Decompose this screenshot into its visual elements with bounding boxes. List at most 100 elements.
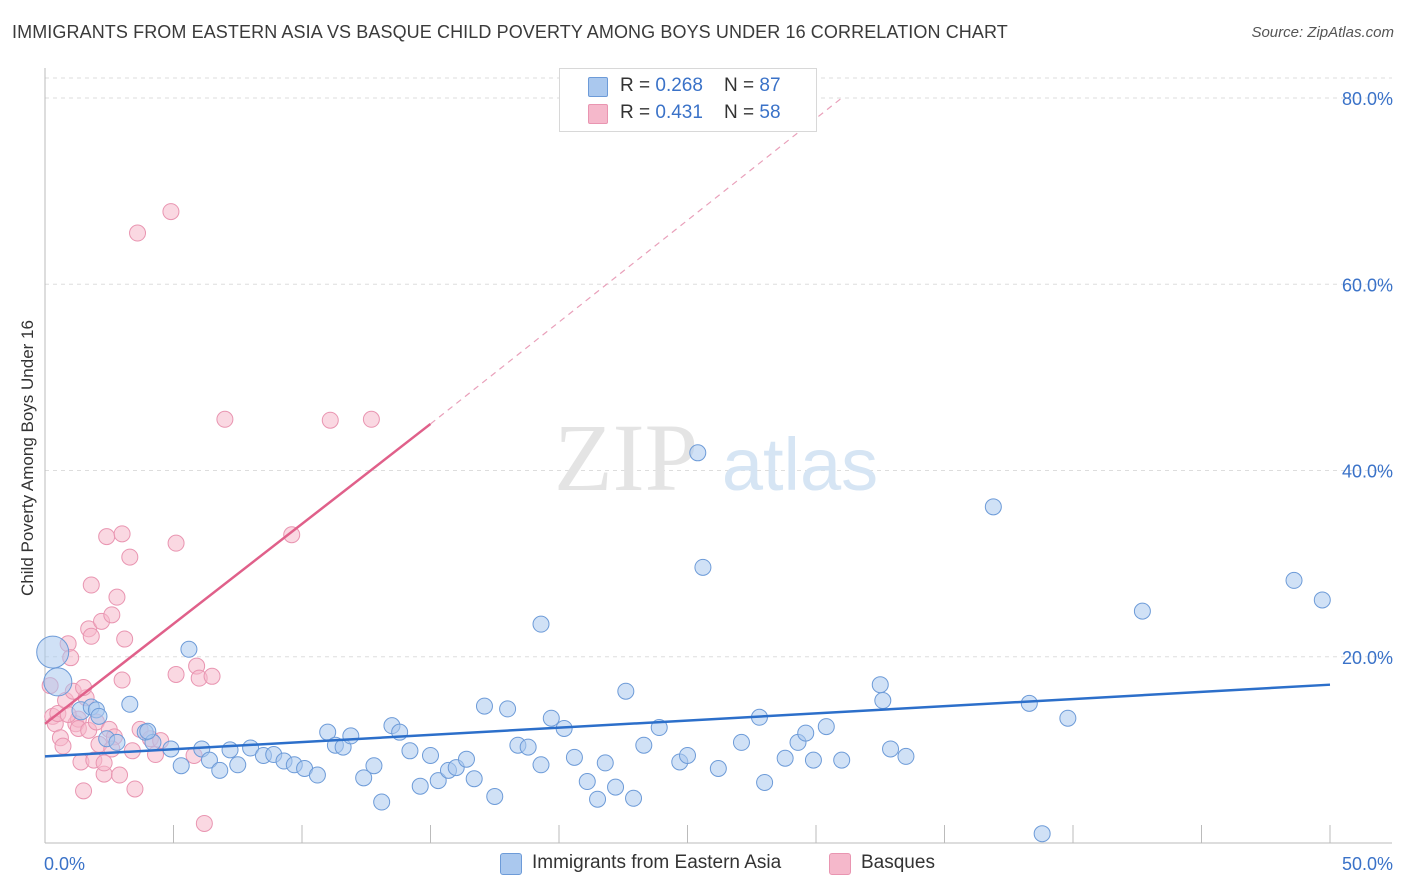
- basques-point: [82, 627, 100, 645]
- basques-point: [98, 528, 116, 546]
- basques-point: [111, 766, 129, 784]
- eastern-asia-point: [221, 741, 239, 759]
- eastern-asia-point: [625, 789, 643, 807]
- eastern-asia-point: [709, 760, 727, 777]
- basques-point: [82, 576, 100, 594]
- n-label: N =: [724, 75, 760, 96]
- basques-point: [321, 411, 339, 429]
- basques-point: [121, 548, 139, 566]
- eastern-asia-point: [589, 790, 607, 808]
- legend-swatch-pink: [588, 104, 608, 124]
- eastern-asia-point: [617, 682, 635, 700]
- eastern-asia-point: [200, 751, 218, 769]
- eastern-asia-point: [211, 761, 229, 779]
- eastern-asia-point: [532, 756, 550, 774]
- legend-label: Basques: [861, 852, 935, 873]
- chart-title: IMMIGRANTS FROM EASTERN ASIA VS BASQUE C…: [12, 22, 1008, 42]
- eastern-asia-point: [874, 692, 892, 710]
- basques-point: [216, 410, 234, 428]
- n-label: N =: [724, 102, 760, 123]
- eastern-asia-point: [139, 722, 157, 740]
- grid-lines: [45, 77, 1392, 658]
- y-tick-label: 80.0%: [1342, 89, 1393, 109]
- legend-swatch-blue: [588, 77, 608, 97]
- eastern-asia-point: [797, 724, 815, 742]
- watermark-atlas: atlas: [722, 423, 878, 506]
- eastern-asia-point: [411, 777, 429, 795]
- basques-point: [108, 588, 126, 606]
- axes: [44, 68, 1392, 844]
- correlation-legend: R = 0.268 N = 87 R = 0.431 N = 58: [559, 68, 817, 132]
- eastern-asia-point: [882, 740, 900, 758]
- eastern-asia-point: [1133, 602, 1151, 620]
- basques-point: [113, 525, 131, 543]
- eastern-asia-point: [486, 787, 504, 805]
- eastern-asia-point: [465, 770, 483, 788]
- basques-point: [162, 203, 180, 221]
- basques-trend-extension: [430, 97, 843, 425]
- eastern-asia-point: [596, 754, 614, 772]
- eastern-asia-points: [36, 444, 1331, 843]
- basques-point: [54, 737, 72, 755]
- eastern-asia-point: [542, 709, 560, 727]
- r-value: 0.431: [655, 102, 703, 123]
- watermark-zip: ZIP: [554, 404, 698, 511]
- basques-point: [95, 754, 113, 772]
- basques-point: [129, 224, 147, 242]
- eastern-asia-point: [499, 700, 517, 718]
- x-tick-label: 0.0%: [44, 854, 85, 874]
- eastern-asia-point: [401, 742, 419, 760]
- r-label: R =: [620, 75, 656, 96]
- n-value: 58: [759, 102, 781, 123]
- basques-point: [167, 534, 185, 552]
- eastern-asia-point: [229, 756, 247, 774]
- x-tick-label: 50.0%: [1342, 854, 1393, 874]
- series-legend: Immigrants from Eastern Asia Basques: [0, 850, 1406, 878]
- eastern-asia-point: [871, 676, 889, 694]
- eastern-asia-point: [1059, 709, 1077, 727]
- y-tick-label: 40.0%: [1342, 462, 1393, 482]
- basques-point: [103, 606, 121, 624]
- eastern-asia-point: [732, 733, 750, 751]
- eastern-asia-point: [578, 773, 596, 791]
- eastern-asia-point: [1285, 571, 1303, 589]
- eastern-asia-point: [373, 793, 391, 811]
- watermark: ZIP atlas: [554, 404, 878, 511]
- basques-point: [167, 665, 185, 683]
- eastern-asia-point: [172, 757, 190, 775]
- eastern-asia-point: [679, 746, 696, 764]
- y-axis-label: Child Poverty Among Boys Under 16: [18, 320, 37, 596]
- y-tick-label: 60.0%: [1342, 275, 1393, 295]
- eastern-asia-point: [365, 757, 383, 775]
- eastern-asia-point: [694, 558, 712, 576]
- basques-point: [75, 782, 93, 800]
- eastern-asia-point: [519, 738, 537, 756]
- eastern-asia-point: [121, 695, 139, 713]
- eastern-asia-point: [532, 615, 550, 633]
- basques-point: [116, 630, 134, 648]
- eastern-asia-point: [342, 727, 360, 745]
- legend-swatch-blue: [500, 853, 522, 875]
- source-label: Source: ZipAtlas.com: [1251, 24, 1394, 41]
- legend-label: Immigrants from Eastern Asia: [532, 852, 782, 873]
- r-label: R =: [620, 102, 656, 123]
- eastern-asia-point: [108, 733, 126, 751]
- eastern-asia-point: [90, 707, 108, 725]
- eastern-asia-trend-line: [44, 683, 1331, 758]
- basques-trend-line: [44, 422, 432, 725]
- eastern-asia-point: [475, 697, 493, 715]
- legend-swatch-pink: [829, 853, 851, 875]
- legend-text: R = 0.431 N = 58: [620, 102, 781, 124]
- eastern-asia-point: [36, 635, 70, 669]
- eastern-asia-point: [984, 498, 1002, 516]
- eastern-asia-point: [457, 750, 475, 768]
- eastern-asia-point: [1020, 694, 1038, 712]
- basques-point: [126, 780, 144, 798]
- r-value: 0.268: [655, 75, 703, 96]
- eastern-asia-point: [897, 747, 915, 765]
- eastern-asia-point: [833, 751, 851, 769]
- eastern-asia-point: [804, 751, 822, 769]
- eastern-asia-point: [635, 736, 653, 754]
- eastern-asia-point: [756, 773, 774, 791]
